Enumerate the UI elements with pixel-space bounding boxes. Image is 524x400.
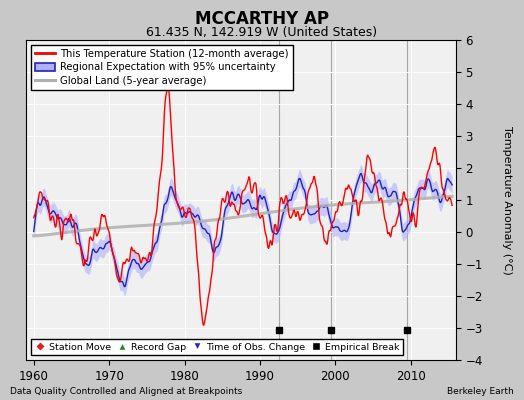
Text: MCCARTHY AP: MCCARTHY AP xyxy=(195,10,329,28)
Text: 61.435 N, 142.919 W (United States): 61.435 N, 142.919 W (United States) xyxy=(146,26,378,39)
Text: Berkeley Earth: Berkeley Earth xyxy=(447,387,514,396)
Legend: Station Move, Record Gap, Time of Obs. Change, Empirical Break: Station Move, Record Gap, Time of Obs. C… xyxy=(31,339,403,355)
Text: Data Quality Controlled and Aligned at Breakpoints: Data Quality Controlled and Aligned at B… xyxy=(10,387,243,396)
Y-axis label: Temperature Anomaly (°C): Temperature Anomaly (°C) xyxy=(503,126,512,274)
